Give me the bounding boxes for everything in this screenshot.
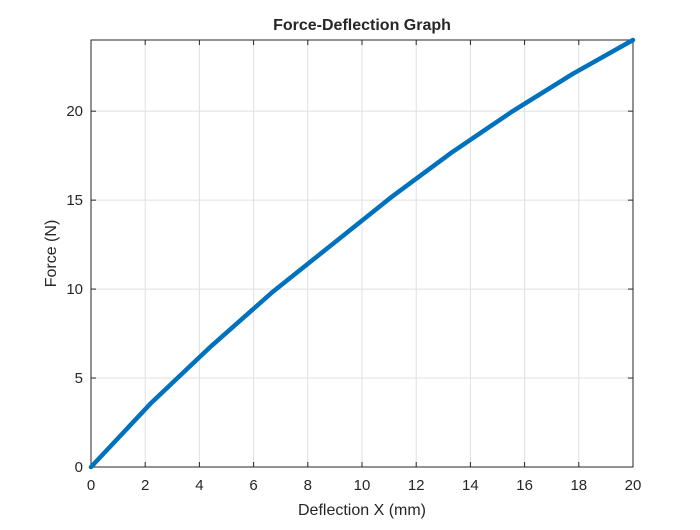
y-tick-label: 0 bbox=[75, 459, 83, 476]
x-tick-label: 10 bbox=[354, 477, 371, 494]
x-tick-label: 0 bbox=[87, 477, 95, 494]
y-tick-label: 20 bbox=[66, 103, 83, 120]
x-tick-label: 8 bbox=[304, 477, 312, 494]
y-tick-label: 15 bbox=[66, 192, 83, 209]
x-tick-label: 14 bbox=[462, 477, 479, 494]
y-tick-label: 10 bbox=[66, 281, 83, 298]
y-tick-label: 5 bbox=[75, 370, 83, 387]
axis-ticks: 0 2 4 6 8 10 12 14 16 18 20 0 5 10 15 20 bbox=[66, 40, 641, 494]
x-tick-label: 4 bbox=[195, 477, 203, 494]
chart-title: Force-Deflection Graph bbox=[273, 17, 451, 34]
x-tick-label: 12 bbox=[408, 477, 425, 494]
data-series bbox=[88, 37, 636, 470]
x-tick-label: 20 bbox=[625, 477, 642, 494]
x-tick-label: 18 bbox=[570, 477, 587, 494]
force-deflection-line bbox=[88, 37, 636, 470]
x-tick-label: 16 bbox=[516, 477, 533, 494]
x-axis-label: Deflection X (mm) bbox=[298, 502, 426, 519]
x-tick-label: 6 bbox=[249, 477, 257, 494]
y-axis-label: Force (N) bbox=[43, 220, 60, 288]
x-tick-label: 2 bbox=[141, 477, 149, 494]
